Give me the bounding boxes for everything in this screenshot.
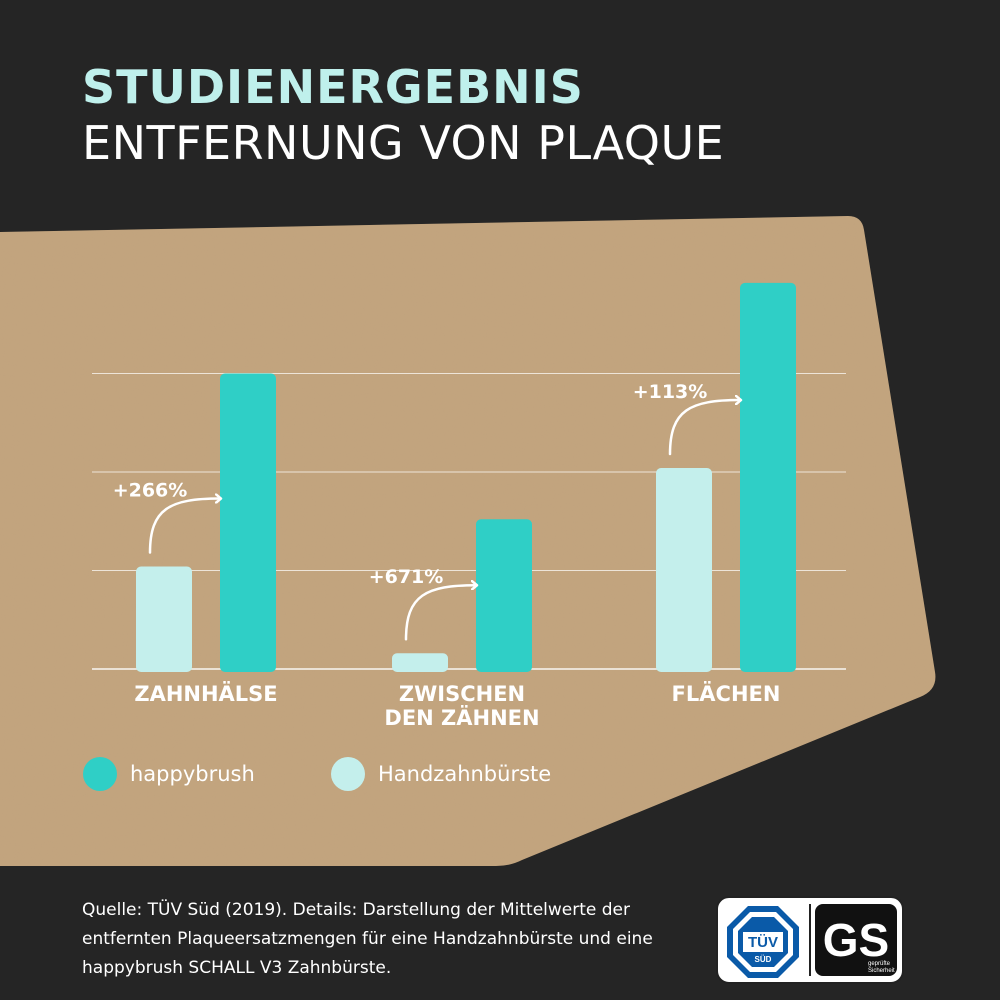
bar-handzahnbuerste-3 bbox=[656, 468, 712, 672]
title-line-2: ENTFERNUNG VON PLAQUE bbox=[82, 116, 725, 170]
legend-label-2: Handzahnbürste bbox=[378, 762, 551, 786]
tuv-text: TÜV bbox=[748, 934, 778, 951]
legend-swatch-2 bbox=[331, 757, 365, 791]
gs-text: GS bbox=[823, 914, 889, 966]
bar-handzahnbuerste-2 bbox=[392, 653, 448, 672]
increase-arrow-3 bbox=[668, 400, 740, 456]
increase-arrow-1 bbox=[148, 499, 220, 554]
category-label-2: ZWISCHEN DEN ZÄHNEN bbox=[384, 682, 539, 730]
tuv-sud-logo: TÜV SÜD bbox=[727, 906, 799, 978]
gs-sub-2: Sicherheit bbox=[868, 968, 895, 974]
increase-label-1: +266% bbox=[113, 480, 188, 502]
increase-arrow-2 bbox=[404, 585, 476, 641]
category-label-3: FLÄCHEN bbox=[672, 681, 781, 706]
title-line-1: STUDIENERGEBNIS bbox=[82, 60, 584, 114]
bar-handzahnbuerste-1 bbox=[136, 566, 192, 672]
sud-text: SÜD bbox=[755, 955, 772, 964]
certification-logos: TÜV SÜD GS geprüfte Sicherheit bbox=[716, 896, 904, 984]
bar-happybrush-2 bbox=[476, 519, 532, 672]
legend-swatch-1 bbox=[83, 757, 117, 791]
bar-happybrush-3 bbox=[740, 282, 796, 672]
gs-logo: GS geprüfte Sicherheit bbox=[815, 904, 897, 976]
increase-label-3: +113% bbox=[633, 381, 708, 403]
increase-label-2: +671% bbox=[369, 566, 444, 588]
legend-label-1: happybrush bbox=[130, 762, 255, 786]
bar-happybrush-1 bbox=[220, 373, 276, 672]
source-note: Quelle: TÜV Süd (2019). Details: Darstel… bbox=[82, 900, 653, 978]
category-label-1: ZAHNHÄLSE bbox=[134, 681, 277, 706]
gs-sub-1: geprüfte bbox=[868, 961, 891, 967]
